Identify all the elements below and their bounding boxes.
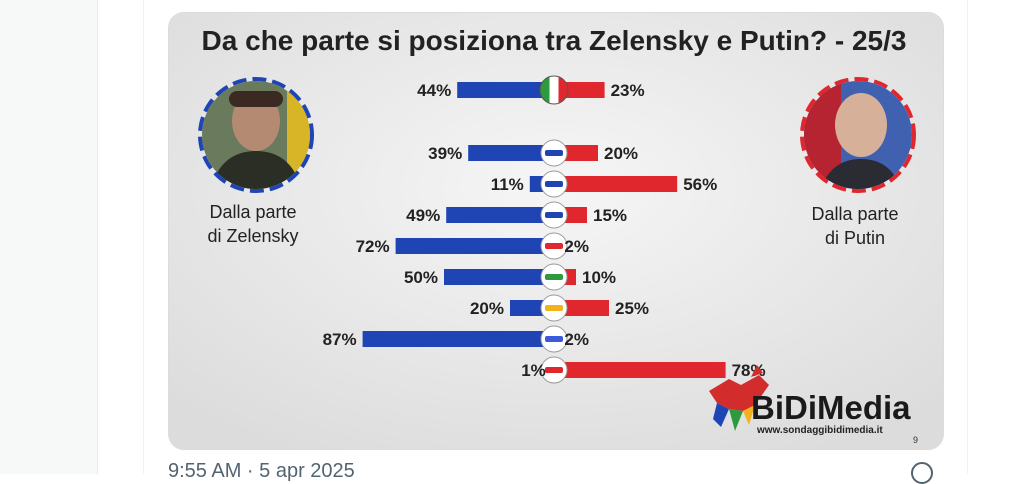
label-zelensky-alleanza-verdi-sinistra: 50%: [404, 268, 438, 287]
bar-putin-lega: [554, 176, 678, 192]
label-zelensky-democrazia-sovrana-popolare: 1%: [521, 361, 546, 380]
zelensky-label-line1: Dalla parte: [209, 202, 296, 222]
party-logo-italia-viva: [540, 325, 568, 353]
label-putin-italia-viva: 2%: [564, 330, 589, 349]
bar-zelensky-alleanza-verdi-sinistra: [444, 269, 554, 285]
label-zelensky-italia: 44%: [417, 81, 451, 100]
label-zelensky-lega: 11%: [491, 175, 524, 194]
bar-zelensky-pd: [395, 238, 554, 254]
party-logo-democrazia-sovrana-popolare: [540, 356, 568, 384]
bar-zelensky-italia-viva: [362, 331, 554, 347]
tweet-media-image[interactable]: Da che parte si posiziona tra Zelensky e…: [168, 12, 944, 450]
putin-portrait: [800, 77, 916, 193]
brand-url: www.sondaggibidimedia.it: [756, 425, 883, 436]
zelensky-label-line2: di Zelensky: [207, 226, 298, 246]
brand-name: BiDiMedia: [751, 389, 911, 426]
party-logo-pd: [540, 232, 568, 260]
putin-label-line1: Dalla parte: [811, 204, 898, 224]
label-putin-forza-italia: 15%: [593, 206, 627, 225]
label-zelensky-fratelli-d-italia: 39%: [428, 144, 462, 163]
label-putin-fratelli-d-italia: 20%: [604, 144, 638, 163]
chart-svg: Da che parte si posiziona tra Zelensky e…: [169, 13, 943, 449]
chart-title: Da che parte si posiziona tra Zelensky e…: [202, 25, 907, 56]
zelensky-portrait: [198, 77, 314, 193]
label-putin-movimento-5-stelle: 25%: [615, 299, 649, 318]
label-putin-pd: 2%: [564, 237, 589, 256]
info-icon[interactable]: [911, 462, 933, 484]
bar-putin-movimento-5-stelle: [554, 300, 609, 316]
page-number: 9: [913, 435, 918, 445]
bar-zelensky-fratelli-d-italia: [468, 145, 554, 161]
tweet-timestamp[interactable]: 9:55 AM · 5 apr 2025: [168, 460, 355, 482]
label-putin-alleanza-verdi-sinistra: 10%: [582, 268, 616, 287]
column-border-left: [143, 0, 144, 474]
party-logo-forza-italia: [540, 201, 568, 229]
value-labels-group: 44% 23% 39% 20% 11% 56% 49% 15% 72% 2% 50% 10% 20% 25…: [323, 81, 766, 380]
party-logos-group: [539, 75, 569, 384]
bidimedia-logo: [709, 365, 769, 431]
bar-zelensky-italia: [457, 82, 554, 98]
label-zelensky-italia-viva: 87%: [323, 330, 357, 349]
label-zelensky-forza-italia: 49%: [406, 206, 440, 225]
putin-label-line2: di Putin: [825, 228, 885, 248]
left-sidebar-rail: [0, 0, 98, 474]
label-putin-lega: 56%: [683, 175, 717, 194]
party-logo-italia: [539, 75, 569, 105]
column-border-right: [967, 0, 968, 474]
bar-putin-democrazia-sovrana-popolare: [554, 362, 726, 378]
label-putin-italia: 23%: [611, 81, 645, 100]
bar-zelensky-forza-italia: [446, 207, 554, 223]
party-logo-fratelli-d-italia: [540, 139, 568, 167]
party-logo-movimento-5-stelle: [540, 294, 568, 322]
party-logo-alleanza-verdi-sinistra: [540, 263, 568, 291]
label-zelensky-movimento-5-stelle: 20%: [470, 299, 504, 318]
label-zelensky-pd: 72%: [356, 237, 390, 256]
party-logo-lega: [540, 170, 568, 198]
bars-group: [362, 82, 726, 378]
